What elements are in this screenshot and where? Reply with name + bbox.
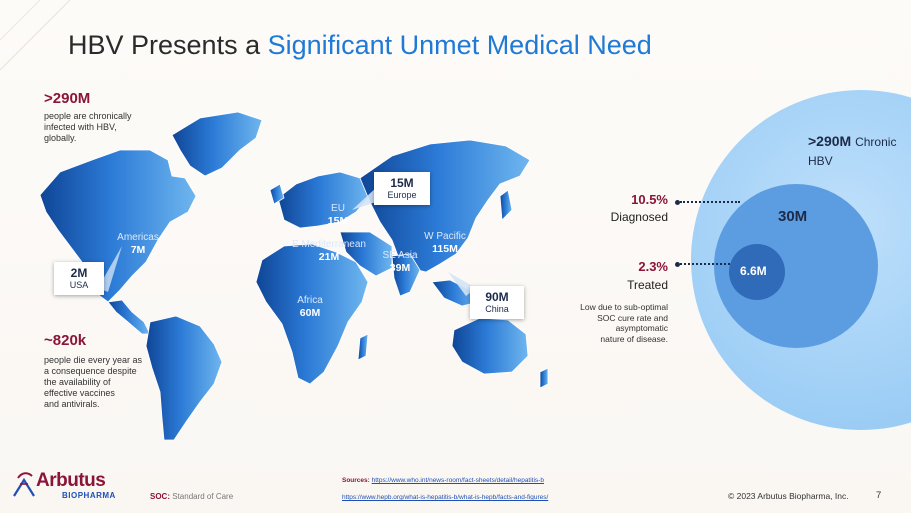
callout-usa: 2M USA [54, 262, 104, 295]
usa-pointer [98, 246, 122, 292]
central-america-shape [107, 299, 151, 335]
new-zealand-shape [539, 367, 549, 389]
treated-circle [729, 244, 785, 300]
greenland-shape [171, 111, 263, 177]
japan-shape [499, 189, 513, 221]
region-se-asia: SE Asia 39M [382, 250, 418, 274]
region-americas: Americas 7M [117, 232, 159, 256]
copyright: © 2023 Arbutus Biopharma, Inc. [728, 491, 849, 501]
treated-circle-value: 6.6M [740, 264, 767, 278]
page-title-accent: Significant Unmet Medical Need [267, 30, 652, 60]
chronic-hbv-label: >290M Chronic HBV [808, 133, 897, 168]
china-pointer [448, 272, 476, 296]
deaths-stat-value: ~820k [44, 332, 87, 349]
chronic-stat-value: >290M [44, 90, 91, 107]
soc-footnote: SOC: Standard of Care [150, 492, 234, 501]
sources-line-2: https://www.hepb.org/what-is-hepatitis-b… [342, 494, 548, 501]
corner-decoration [0, 0, 71, 70]
south-america-shape [145, 315, 223, 441]
diagnosed-dot [675, 200, 680, 205]
region-eu: EU 15M [327, 203, 349, 227]
diagnosed-pct: 10.5% [631, 192, 668, 207]
diagnosed-leader [680, 201, 740, 203]
arbutus-logo-icon [13, 472, 35, 497]
diagnosed-label: Diagnosed [610, 210, 668, 224]
treated-pct: 2.3% [638, 259, 668, 274]
diagnosed-circle-value: 30M [778, 208, 808, 225]
treated-label: Treated [627, 278, 668, 292]
india-shape [391, 253, 421, 297]
australia-shape [451, 317, 529, 375]
deaths-stat-text: people die every year as a consequence d… [44, 355, 143, 409]
sources-line-1: Sources: https://www.who.int/news-room/f… [342, 477, 544, 484]
treated-note: Low due to sub-optimal SOC cure rate and… [580, 302, 668, 344]
treated-leader [680, 263, 730, 265]
source-link-who[interactable]: https://www.who.int/news-room/fact-sheet… [371, 477, 544, 484]
chronic-stat-text: people are chronically infected with HBV… [44, 111, 132, 143]
page-number: 7 [876, 490, 882, 501]
region-w-pacific: W Pacific 115M [424, 231, 466, 255]
uk-shape [269, 183, 285, 205]
region-africa: Africa 60M [297, 295, 323, 319]
logo-name: Arbutus [36, 470, 106, 491]
source-link-hepb[interactable]: https://www.hepb.org/what-is-hepatitis-b… [342, 494, 549, 501]
madagascar-shape [357, 333, 369, 361]
africa-shape [255, 243, 369, 385]
callout-china: 90M China [470, 286, 524, 319]
callout-europe: 15M Europe [374, 172, 430, 205]
logo-sub: BIOPHARMA [62, 491, 116, 500]
north-america-shape [39, 149, 197, 303]
page-title: HBV Presents a Significant Unmet Medical… [68, 30, 652, 60]
middle-east-shape [339, 231, 393, 277]
region-e-mediterranean: E Mediterranean 21M [292, 239, 366, 263]
treated-dot [675, 262, 680, 267]
